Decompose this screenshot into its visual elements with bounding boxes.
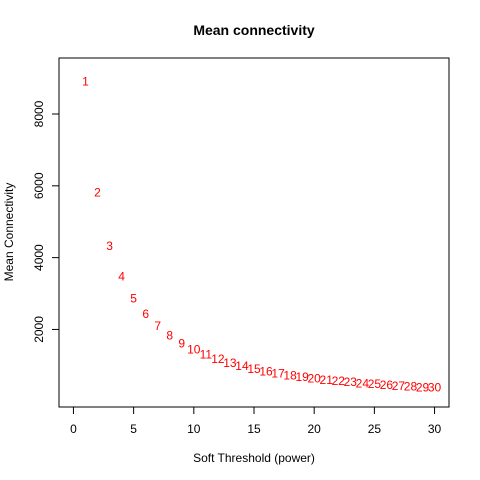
x-tick-label: 25: [368, 422, 382, 436]
x-axis: 0 5 10 15 20 25 30: [70, 406, 442, 436]
data-point-label: 29: [416, 380, 430, 394]
x-tick-label: 15: [247, 422, 261, 436]
x-axis-label: Soft Threshold (power): [193, 451, 315, 465]
data-point-label: 16: [259, 364, 273, 378]
x-tick-label: 30: [428, 422, 442, 436]
data-point-label: 24: [356, 376, 370, 390]
data-point-label: 20: [308, 372, 322, 386]
y-tick-label: 6000: [32, 172, 46, 199]
data-point-label: 23: [344, 375, 358, 389]
data-point-label: 13: [223, 356, 237, 370]
data-point-label: 25: [368, 377, 382, 391]
data-point-label: 5: [130, 292, 137, 306]
chart-title: Mean connectivity: [193, 22, 315, 38]
x-tick-label: 0: [70, 422, 77, 436]
data-point-label: 14: [235, 359, 249, 373]
data-point-label: 10: [187, 343, 201, 357]
data-point-label: 30: [428, 381, 442, 395]
data-point-label: 2: [94, 185, 101, 199]
data-point-label: 8: [166, 329, 173, 343]
y-axis-label: Mean Connectivity: [2, 183, 16, 282]
data-point-label: 1: [82, 75, 89, 89]
data-point-label: 18: [283, 368, 297, 382]
data-point-label: 4: [118, 270, 125, 284]
data-point-label: 28: [404, 380, 418, 394]
data-point-label: 19: [295, 370, 309, 384]
data-point-label: 7: [154, 319, 161, 333]
y-tick-label: 4000: [32, 244, 46, 271]
x-tick-label: 20: [308, 422, 322, 436]
plot-frame: [58, 57, 450, 408]
data-point-label: 27: [392, 379, 406, 393]
data-point-label: 3: [106, 239, 113, 253]
y-axis: 2000 4000 6000 8000: [32, 100, 60, 343]
y-tick-label: 2000: [32, 316, 46, 343]
data-point-label: 26: [380, 378, 394, 392]
data-point-label: 6: [142, 307, 149, 321]
data-point-label: 22: [332, 374, 346, 388]
data-point-label: 9: [178, 336, 185, 350]
x-tick-label: 10: [187, 422, 201, 436]
data-point-label: 11: [200, 348, 213, 362]
data-point-label: 17: [271, 367, 285, 381]
data-point-label: 21: [320, 373, 334, 387]
x-tick-label: 5: [130, 422, 137, 436]
data-point-label: 12: [211, 352, 225, 366]
data-point-label: 15: [247, 362, 261, 376]
y-tick-label: 8000: [32, 100, 46, 127]
